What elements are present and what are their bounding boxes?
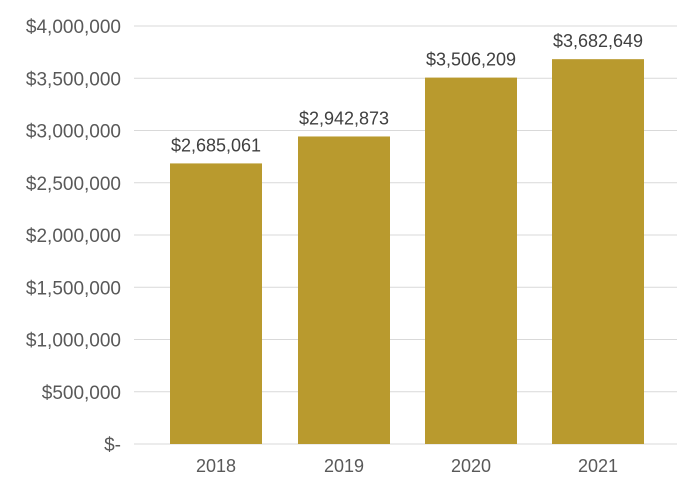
bar <box>170 163 262 444</box>
data-labels: $2,685,061 $2,942,873 $3,506,209 $3,682,649 <box>171 31 643 155</box>
x-tick-label: 2020 <box>451 456 491 476</box>
y-axis-ticks: $- $500,000 $1,000,000 $1,500,000 $2,000,000… <box>26 17 121 456</box>
y-tick-label: $3,500,000 <box>26 69 121 90</box>
bar <box>298 136 390 444</box>
data-label: $2,685,061 <box>171 135 261 155</box>
x-tick-label: 2018 <box>196 456 236 476</box>
bars <box>170 59 644 445</box>
y-tick-label: $- <box>104 435 121 456</box>
x-tick-label: 2019 <box>324 456 364 476</box>
y-tick-label: $4,000,000 <box>26 17 121 38</box>
data-label: $3,506,209 <box>426 50 516 70</box>
data-label: $3,682,649 <box>553 31 643 51</box>
bar <box>425 77 517 444</box>
bar <box>552 59 644 445</box>
y-tick-label: $1,500,000 <box>26 278 121 299</box>
x-axis-ticks: 2018 2019 2020 2021 <box>196 456 618 476</box>
y-tick-label: $2,500,000 <box>26 174 121 195</box>
y-tick-label: $500,000 <box>42 383 121 404</box>
x-tick-label: 2021 <box>578 456 618 476</box>
y-tick-label: $2,000,000 <box>26 226 121 247</box>
y-tick-label: $3,000,000 <box>26 122 121 143</box>
data-label: $2,942,873 <box>299 108 389 128</box>
y-tick-label: $1,000,000 <box>26 331 121 352</box>
